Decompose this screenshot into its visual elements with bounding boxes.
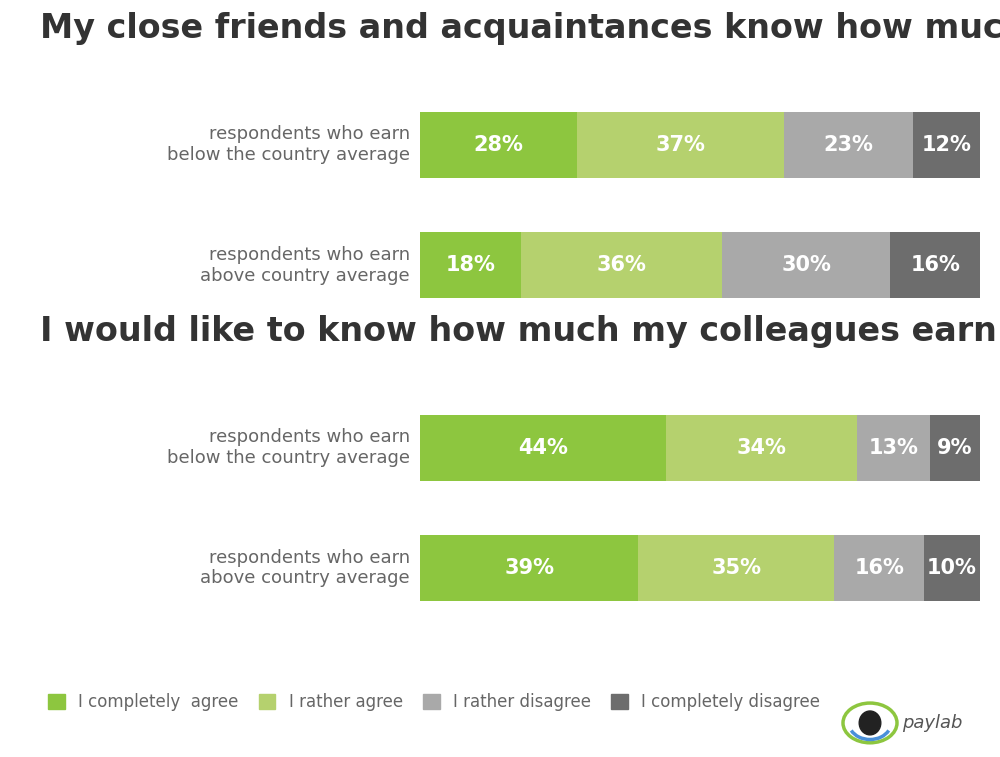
Circle shape [859,711,881,735]
Text: paylab: paylab [902,714,963,732]
Bar [420,112,577,178]
Bar [722,232,890,298]
Text: 23%: 23% [823,135,873,155]
Text: 35%: 35% [711,558,761,578]
Text: 16%: 16% [854,558,904,578]
Text: 34%: 34% [737,438,787,458]
Text: I would like to know how much my colleagues earn: I would like to know how much my colleag… [40,315,997,348]
Text: 39%: 39% [504,558,554,578]
Text: 13%: 13% [868,438,918,458]
Text: 18%: 18% [445,255,495,276]
Text: respondents who earn
below the country average: respondents who earn below the country a… [167,428,410,467]
Text: 28%: 28% [473,135,523,155]
Bar [420,535,638,601]
Bar [521,232,722,298]
Text: 44%: 44% [518,438,568,458]
Bar [930,415,980,481]
Legend: I completely  agree, I rather agree, I rather disagree, I completely disagree: I completely agree, I rather agree, I ra… [48,693,820,711]
Text: 36%: 36% [597,255,647,276]
Text: 10%: 10% [927,558,977,578]
Text: respondents who earn
above country average: respondents who earn above country avera… [200,246,410,285]
Bar [420,232,521,298]
Text: 30%: 30% [781,255,831,276]
Bar [857,415,930,481]
Bar [913,112,980,178]
Bar [890,232,980,298]
Bar [577,112,784,178]
Text: 9%: 9% [937,438,973,458]
Bar [834,535,924,601]
Text: My close friends and acquaintances know how much I  earn: My close friends and acquaintances know … [40,12,1000,45]
Text: 37%: 37% [655,135,705,155]
Bar [666,415,857,481]
Bar [784,112,913,178]
Text: respondents who earn
below the country average: respondents who earn below the country a… [167,126,410,164]
Bar [420,415,666,481]
Bar [638,535,834,601]
Text: 12%: 12% [921,135,971,155]
Text: respondents who earn
above country average: respondents who earn above country avera… [200,549,410,587]
Text: 16%: 16% [910,255,960,276]
Bar [924,535,980,601]
